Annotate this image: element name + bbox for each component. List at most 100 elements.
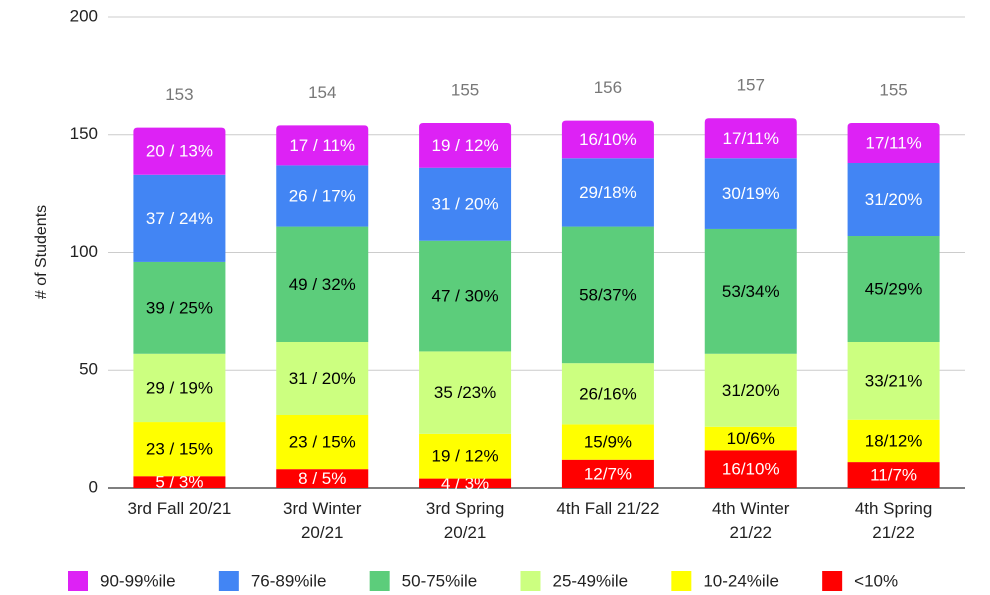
bar-segment xyxy=(276,341,369,415)
data-label: 20 / 13% xyxy=(146,142,213,161)
bar-segment xyxy=(276,226,369,342)
bar-segment xyxy=(419,122,512,168)
x-tick-label: 4th Winter 21/22 xyxy=(712,499,790,542)
data-label: 23 / 15% xyxy=(146,440,213,459)
data-label: 19 / 12% xyxy=(432,136,499,155)
bar-segment xyxy=(276,414,369,470)
bar-segment xyxy=(847,462,940,488)
data-label: 47 / 30% xyxy=(432,287,499,306)
total-label: 154 xyxy=(308,83,336,102)
data-label: 53/34% xyxy=(722,282,780,301)
data-label: 33/21% xyxy=(865,371,923,390)
y-tick-label: 0 xyxy=(89,477,98,496)
data-label: 37 / 24% xyxy=(146,209,213,228)
data-label: 31/20% xyxy=(722,381,780,400)
data-label: 17/11% xyxy=(865,133,921,152)
bar-segment xyxy=(133,261,226,354)
data-label: 16/10% xyxy=(722,460,780,479)
y-tick-label: 50 xyxy=(79,360,98,379)
data-label: 23 / 15% xyxy=(289,433,356,452)
data-label: 30/19% xyxy=(722,184,780,203)
bar-segment xyxy=(704,353,797,427)
legend-label: 90-99%ile xyxy=(100,571,176,590)
x-tick-label: 4th Spring 21/22 xyxy=(855,499,933,542)
bar-segment xyxy=(133,353,226,423)
data-label: 45/29% xyxy=(865,279,923,298)
data-label: 31/20% xyxy=(865,190,923,209)
data-label: 8 / 5% xyxy=(298,469,346,488)
bar-segment xyxy=(419,240,512,352)
bar-segment xyxy=(419,478,512,488)
total-label: 157 xyxy=(737,76,765,95)
bar-segment xyxy=(561,120,654,159)
data-label: 26/16% xyxy=(579,384,637,403)
bar-segment xyxy=(704,118,797,159)
data-label: 17 / 11% xyxy=(289,136,355,155)
bar-segment xyxy=(847,122,940,164)
data-label: 12/7% xyxy=(584,464,632,483)
data-label: 5 / 3% xyxy=(155,473,203,492)
legend-label: 10-24%ile xyxy=(703,571,779,590)
data-label: 18/12% xyxy=(865,431,923,450)
bar-segment xyxy=(847,163,940,237)
data-label: 49 / 32% xyxy=(289,275,356,294)
bar-segment xyxy=(276,165,369,227)
legend-swatch xyxy=(68,571,88,591)
legend-label: 25-49%ile xyxy=(553,571,629,590)
legend-swatch xyxy=(218,571,239,591)
data-label: 17/11% xyxy=(723,129,779,148)
x-tick-label: 3rd Fall 20/21 xyxy=(127,499,231,518)
legend-label: <10% xyxy=(854,571,898,590)
legend-label: 50-75%ile xyxy=(402,571,478,590)
bar-segment xyxy=(847,341,940,420)
x-tick-label: 4th Fall 21/22 xyxy=(556,499,659,518)
data-label: 26 / 17% xyxy=(289,186,356,205)
bar-segment xyxy=(419,167,512,241)
legend-swatch xyxy=(671,571,692,591)
total-label: 156 xyxy=(594,78,622,97)
y-tick-label: 100 xyxy=(70,242,98,261)
bar-segment xyxy=(704,158,797,229)
bar-segment xyxy=(419,351,512,434)
bar-segment xyxy=(704,450,797,488)
data-label: 35 /23% xyxy=(434,383,496,402)
data-label: 11/7% xyxy=(870,466,917,485)
bar-segment xyxy=(276,469,369,488)
legend-swatch xyxy=(822,571,843,591)
data-label: 31 / 20% xyxy=(289,369,356,388)
bar-segment xyxy=(561,226,654,364)
bar-segment xyxy=(704,426,797,451)
bar-segment xyxy=(133,476,226,488)
data-label: 31 / 20% xyxy=(432,195,499,214)
bar-segment xyxy=(561,158,654,227)
legend-swatch xyxy=(520,571,541,591)
bar-segment xyxy=(561,424,654,460)
y-axis-label: # of Students xyxy=(33,205,50,299)
bar-segment xyxy=(133,127,226,175)
total-label: 153 xyxy=(165,85,193,104)
x-tick-label: 3rd Spring 20/21 xyxy=(426,499,504,542)
bar-segment xyxy=(847,236,940,342)
data-label: 58/37% xyxy=(579,285,637,304)
bar-segment xyxy=(133,422,226,477)
bar-segment xyxy=(133,174,226,262)
bar-segment xyxy=(419,433,512,479)
data-label: 29/18% xyxy=(579,183,637,202)
bar-segment xyxy=(704,228,797,354)
bar-segment xyxy=(561,459,654,488)
data-label: 19 / 12% xyxy=(432,447,499,466)
y-tick-label: 200 xyxy=(70,6,98,25)
data-label: 29 / 19% xyxy=(146,378,213,397)
data-label: 16/10% xyxy=(579,130,637,149)
bar-segment xyxy=(561,363,654,425)
data-label: 15/9% xyxy=(584,433,632,452)
bar-segment xyxy=(276,125,369,166)
data-label: 39 / 25% xyxy=(146,298,213,317)
data-label: 10/6% xyxy=(727,429,775,448)
total-label: 155 xyxy=(879,80,907,99)
total-label: 155 xyxy=(451,80,479,99)
legend-swatch xyxy=(369,571,390,591)
y-tick-label: 150 xyxy=(70,124,98,143)
legend-label: 76-89%ile xyxy=(251,571,327,590)
